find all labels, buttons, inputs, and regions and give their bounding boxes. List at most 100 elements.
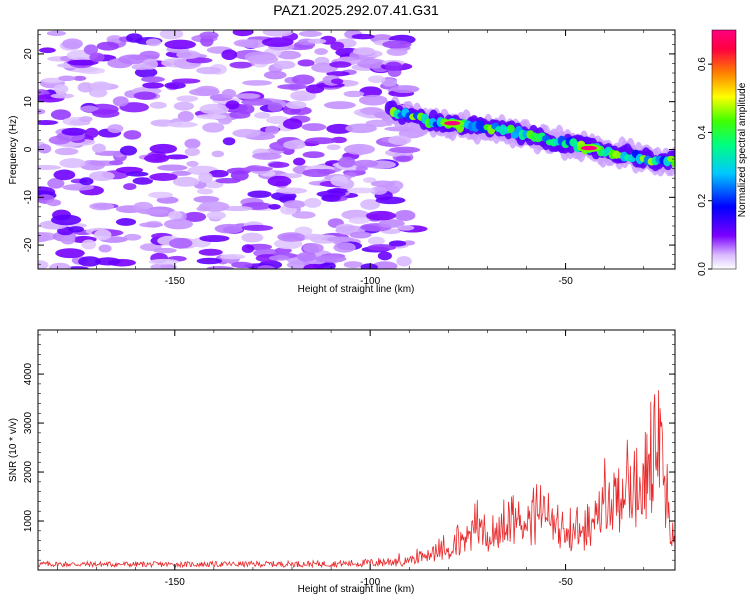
colorbar-tick-label: 0.4: [697, 125, 708, 139]
noise-cell: [326, 123, 353, 134]
noise-cell: [188, 88, 220, 97]
noise-cell: [394, 209, 416, 221]
noise-cell: [184, 138, 201, 149]
noise-cell: [382, 40, 412, 49]
noise-cell: [377, 251, 392, 261]
noise-cell: [315, 254, 347, 263]
noise-cell: [91, 109, 120, 118]
noise-cell: [79, 177, 94, 186]
colorbar-gradient: [711, 29, 737, 270]
noise-cell: [302, 243, 324, 254]
noise-cell: [172, 176, 200, 187]
noise-cell: [98, 244, 112, 253]
noise-cell: [358, 94, 388, 106]
noise-cell: [193, 195, 220, 203]
noise-cell: [293, 157, 306, 166]
noise-cell: [233, 39, 256, 47]
noise-cell: [81, 239, 97, 250]
noise-cell: [327, 236, 355, 243]
noise-cell: [291, 74, 315, 85]
noise-cell: [262, 30, 294, 37]
noise-cell: [367, 236, 385, 246]
noise-cell: [159, 30, 184, 40]
noise-cell: [277, 232, 305, 242]
y-tick-label: 20: [23, 48, 34, 60]
noise-cell: [365, 210, 397, 221]
noise-cell: [199, 103, 230, 115]
noise-cell: [367, 244, 397, 251]
noise-cell: [89, 81, 112, 91]
noise-cell: [54, 147, 79, 156]
hot-spot: [444, 121, 461, 126]
noise-cell: [353, 159, 379, 168]
noise-cell: [153, 247, 177, 254]
noise-cell: [283, 140, 306, 150]
noise-cell: [206, 211, 226, 220]
noise-cell: [330, 175, 349, 187]
noise-cell: [347, 187, 375, 194]
y-tick-label: 2000: [23, 460, 34, 483]
noise-cell: [156, 196, 179, 204]
noise-cell: [263, 70, 287, 80]
noise-cell: [157, 164, 188, 171]
noise-cell: [164, 81, 186, 90]
x-tick-label: -100: [360, 577, 380, 588]
colorbar-tick-label: 0.2: [697, 193, 708, 207]
noise-cell: [132, 177, 153, 185]
noise-cell: [184, 147, 200, 157]
noise-cell: [112, 96, 129, 107]
noise-cell: [381, 78, 397, 87]
noise-cell: [268, 161, 290, 168]
noise-cell: [149, 101, 167, 109]
noise-cell: [46, 199, 62, 207]
noise-cell: [46, 30, 67, 37]
noise-cell: [88, 171, 115, 181]
noise-cell: [323, 101, 356, 110]
spectrogram-y-axis-label: Frequency (Hz): [8, 116, 19, 185]
noise-cell: [285, 100, 307, 110]
noise-cell: [53, 169, 76, 181]
noise-cell: [139, 222, 164, 228]
noise-cell: [148, 258, 179, 265]
noise-cell: [331, 78, 344, 85]
noise-cell: [282, 118, 303, 130]
noise-cell: [395, 155, 412, 162]
noise-cell: [386, 47, 408, 56]
noise-cell: [242, 166, 273, 172]
noise-cell: [268, 204, 281, 210]
noise-cell: [78, 256, 101, 267]
spectrogram-x-axis: -150 -100 -50: [57, 30, 645, 287]
noise-cell: [66, 266, 89, 269]
colorbar-tick-label: 0.0: [697, 262, 708, 276]
noise-cell: [229, 61, 253, 69]
noise-cell: [343, 90, 365, 98]
track-core-cell: [506, 124, 515, 134]
noise-cell: [305, 137, 337, 145]
noise-cell: [167, 121, 198, 128]
noise-cell: [72, 75, 87, 81]
noise-cell: [257, 265, 275, 269]
noise-cell: [359, 86, 383, 98]
noise-cell: [344, 143, 376, 155]
noise-cell: [126, 33, 143, 43]
colorbar-label: Normalized spectral amplitude: [737, 82, 748, 217]
noise-cell: [291, 211, 316, 219]
noise-cell: [277, 50, 302, 60]
noise-cell: [47, 178, 65, 189]
noise-cell: [221, 88, 237, 99]
noise-cell: [230, 170, 249, 181]
noise-cell: [186, 160, 199, 167]
noise-cell: [149, 143, 178, 154]
noise-cell: [304, 197, 322, 208]
hot-spot: [581, 145, 598, 151]
noise-cell: [198, 201, 230, 212]
noise-cell: [144, 153, 170, 163]
colorbar-ticks: 0.0 0.2 0.4 0.6: [697, 57, 712, 276]
noise-cell: [183, 211, 207, 222]
noise-cell: [333, 242, 356, 253]
noise-cell: [168, 210, 183, 220]
noise-cell: [222, 137, 236, 146]
noise-cell: [39, 47, 56, 54]
snr-y-axis: 1000 2000 3000 4000: [23, 334, 675, 571]
